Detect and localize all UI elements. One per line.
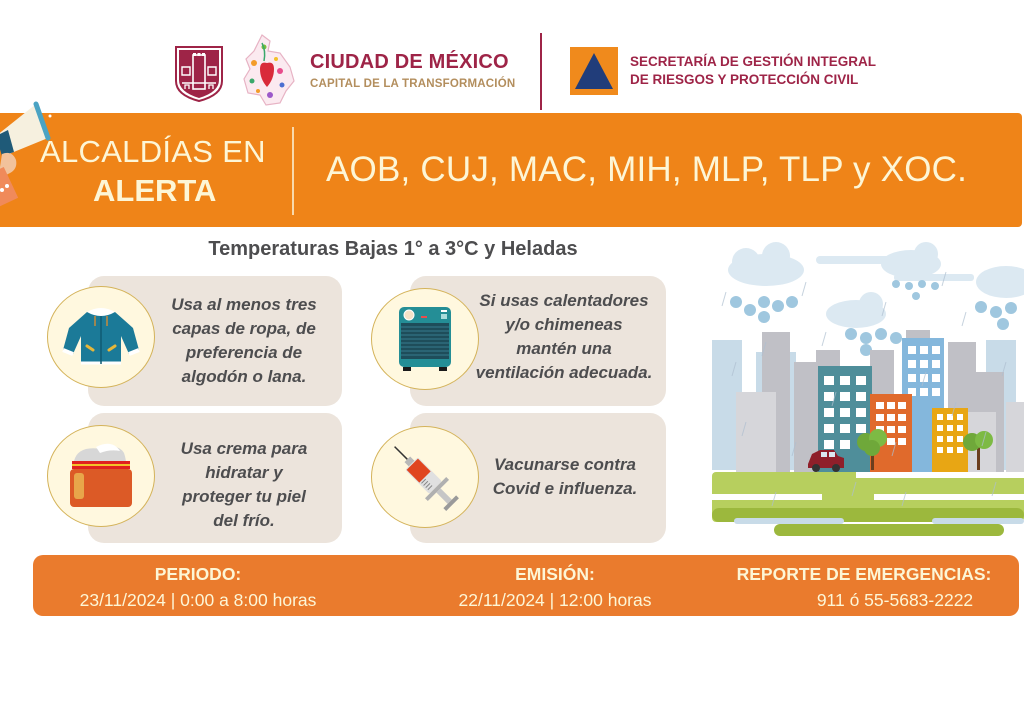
secretaria-line1: SECRETARÍA DE GESTIÓN INTEGRAL — [630, 54, 877, 69]
winter-jacket-icon — [47, 286, 155, 388]
text-line: mantén una — [516, 339, 612, 358]
megaphone-icon — [0, 98, 56, 208]
text-line: ventilación adecuada. — [475, 363, 653, 382]
text-line: Si usas calentadores — [479, 291, 649, 310]
text-line: proteger tu piel — [182, 487, 306, 506]
text-line: Usa al menos tres — [171, 295, 317, 314]
proteccion-civil-triangle-icon — [570, 47, 618, 95]
text-line: Covid e influenza. — [492, 479, 638, 498]
banner-label-line1: ALCALDÍAS EN — [40, 134, 266, 169]
cdmx-title: CIUDAD DE MÉXICO — [310, 51, 509, 73]
header-divider — [540, 33, 542, 110]
emergencias-label: REPORTE DE EMERGENCIAS: — [736, 564, 992, 584]
text-line: Vacunarse contra — [493, 455, 637, 474]
text-line: capas de ropa, de — [172, 319, 316, 338]
text-line: del frío. — [213, 511, 275, 530]
rainy-city-illustration — [706, 242, 1024, 542]
emergencias-phone[interactable]: 911 ó 55-5683-2222 — [816, 590, 974, 610]
recommendation-text-heater: Si usas calentadores y/o chimeneas manté… — [460, 289, 668, 385]
recommendation-text-cream: Usa crema para hidratar y proteger tu pi… — [154, 437, 334, 533]
cdmx-shield-icon — [174, 45, 224, 103]
text-line: algodón o lana. — [181, 367, 307, 386]
text-line: y/o chimeneas — [505, 315, 623, 334]
cdmx-map-heart-icon — [240, 33, 296, 107]
banner-label-line2: ALERTA — [93, 173, 217, 208]
syringe-icon — [371, 426, 479, 528]
periodo-value: 23/11/2024 | 0:00 a 8:00 horas — [79, 590, 317, 610]
recommendation-text-vaccine: Vacunarse contra Covid e influenza. — [470, 453, 660, 501]
cdmx-subtitle: CAPITAL DE LA TRANSFORMACIÓN — [310, 78, 516, 90]
emision-value: 22/11/2024 | 12:00 horas — [458, 590, 652, 610]
text-line: hidratar y — [205, 463, 283, 482]
emision-label: EMISIÓN: — [515, 564, 595, 584]
alcaldias-list: AOB, CUJ, MAC, MIH, MLP, TLP y XOC. — [326, 150, 968, 189]
cream-jar-icon — [47, 425, 155, 527]
text-line: preferencia de — [185, 343, 303, 362]
periodo-label: PERIODO: — [154, 564, 242, 584]
heater-icon — [371, 288, 479, 390]
banner-divider — [292, 127, 294, 215]
secretaria-line2: DE RIESGOS Y PROTECCIÓN CIVIL — [630, 72, 859, 87]
recommendation-text-clothing: Usa al menos tres capas de ropa, de pref… — [154, 293, 334, 389]
text-line: Usa crema para — [180, 439, 308, 458]
info-footer — [33, 555, 1019, 616]
alert-banner — [0, 113, 1022, 227]
alert-subtitle: Temperaturas Bajas 1° a 3°C y Heladas — [208, 238, 578, 260]
